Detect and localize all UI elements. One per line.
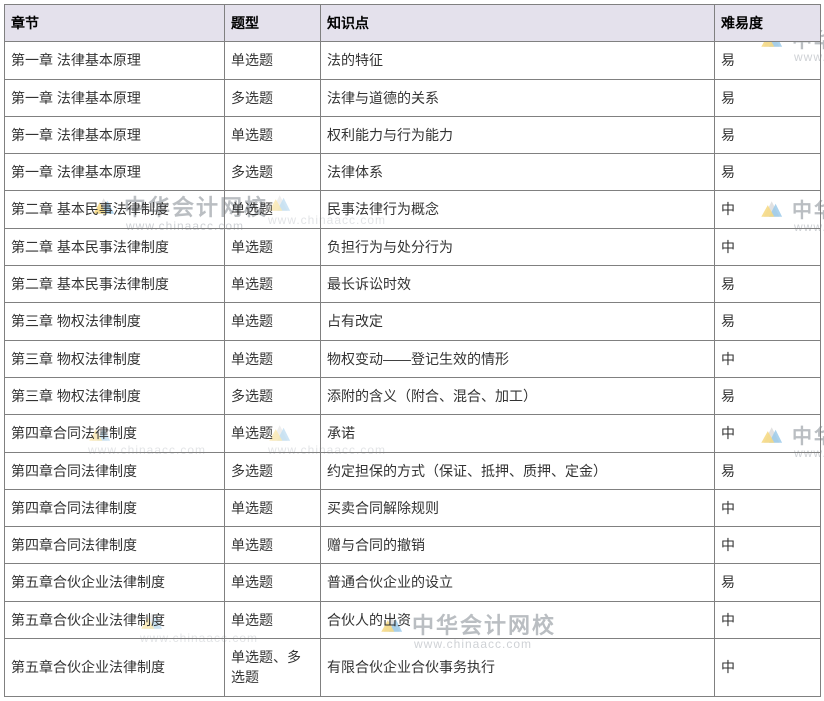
cell-difficulty: 易 [715, 564, 821, 601]
content-table: 章节 题型 知识点 难易度 第一章 法律基本原理单选题法的特征易第一章 法律基本… [4, 4, 821, 697]
cell-chapter: 第五章合伙企业法律制度 [5, 564, 225, 601]
table-row: 第四章合同法律制度多选题约定担保的方式（保证、抵押、质押、定金）易 [5, 452, 821, 489]
cell-difficulty: 中 [715, 228, 821, 265]
col-header-chapter: 章节 [5, 5, 225, 42]
cell-knowledge: 占有改定 [321, 303, 715, 340]
cell-knowledge: 合伙人的出资 [321, 601, 715, 638]
cell-chapter: 第四章合同法律制度 [5, 415, 225, 452]
cell-knowledge: 权利能力与行为能力 [321, 116, 715, 153]
cell-knowledge: 法的特征 [321, 42, 715, 79]
cell-qtype: 多选题 [225, 154, 321, 191]
cell-difficulty: 中 [715, 340, 821, 377]
cell-difficulty: 易 [715, 116, 821, 153]
cell-difficulty: 易 [715, 266, 821, 303]
cell-knowledge: 约定担保的方式（保证、抵押、质押、定金） [321, 452, 715, 489]
cell-qtype: 单选题、多选题 [225, 639, 321, 697]
cell-difficulty: 中 [715, 191, 821, 228]
cell-qtype: 单选题 [225, 191, 321, 228]
cell-difficulty: 易 [715, 42, 821, 79]
cell-knowledge: 最长诉讼时效 [321, 266, 715, 303]
cell-chapter: 第二章 基本民事法律制度 [5, 191, 225, 228]
col-header-difficulty: 难易度 [715, 5, 821, 42]
table-row: 第二章 基本民事法律制度单选题民事法律行为概念中 [5, 191, 821, 228]
cell-qtype: 单选题 [225, 489, 321, 526]
cell-qtype: 多选题 [225, 452, 321, 489]
cell-qtype: 单选题 [225, 303, 321, 340]
table-row: 第四章合同法律制度单选题赠与合同的撤销中 [5, 527, 821, 564]
cell-chapter: 第二章 基本民事法律制度 [5, 228, 225, 265]
cell-qtype: 单选题 [225, 601, 321, 638]
cell-qtype: 单选题 [225, 228, 321, 265]
cell-qtype: 单选题 [225, 42, 321, 79]
table-row: 第五章合伙企业法律制度单选题、多选题有限合伙企业合伙事务执行中 [5, 639, 821, 697]
cell-chapter: 第四章合同法律制度 [5, 452, 225, 489]
cell-knowledge: 赠与合同的撤销 [321, 527, 715, 564]
table-row: 第一章 法律基本原理单选题权利能力与行为能力易 [5, 116, 821, 153]
cell-knowledge: 添附的含义（附合、混合、加工） [321, 377, 715, 414]
cell-qtype: 多选题 [225, 79, 321, 116]
cell-chapter: 第四章合同法律制度 [5, 489, 225, 526]
cell-knowledge: 法律体系 [321, 154, 715, 191]
cell-chapter: 第二章 基本民事法律制度 [5, 266, 225, 303]
table-container: 中华会计网校www.chinaacc.com中华会计网校www.chinaacc… [0, 0, 824, 701]
cell-chapter: 第一章 法律基本原理 [5, 42, 225, 79]
cell-knowledge: 负担行为与处分行为 [321, 228, 715, 265]
cell-knowledge: 承诺 [321, 415, 715, 452]
cell-chapter: 第三章 物权法律制度 [5, 340, 225, 377]
cell-knowledge: 物权变动——登记生效的情形 [321, 340, 715, 377]
cell-chapter: 第五章合伙企业法律制度 [5, 601, 225, 638]
cell-chapter: 第一章 法律基本原理 [5, 116, 225, 153]
cell-difficulty: 易 [715, 452, 821, 489]
cell-difficulty: 易 [715, 154, 821, 191]
cell-difficulty: 中 [715, 415, 821, 452]
cell-difficulty: 中 [715, 639, 821, 697]
cell-qtype: 多选题 [225, 377, 321, 414]
cell-knowledge: 法律与道德的关系 [321, 79, 715, 116]
table-row: 第一章 法律基本原理多选题法律体系易 [5, 154, 821, 191]
cell-knowledge: 普通合伙企业的设立 [321, 564, 715, 601]
cell-qtype: 单选题 [225, 116, 321, 153]
table-row: 第三章 物权法律制度单选题物权变动——登记生效的情形中 [5, 340, 821, 377]
cell-chapter: 第四章合同法律制度 [5, 527, 225, 564]
cell-chapter: 第三章 物权法律制度 [5, 303, 225, 340]
table-row: 第二章 基本民事法律制度单选题负担行为与处分行为中 [5, 228, 821, 265]
table-row: 第三章 物权法律制度多选题添附的含义（附合、混合、加工）易 [5, 377, 821, 414]
cell-qtype: 单选题 [225, 564, 321, 601]
table-row: 第二章 基本民事法律制度单选题最长诉讼时效易 [5, 266, 821, 303]
cell-difficulty: 易 [715, 377, 821, 414]
cell-chapter: 第五章合伙企业法律制度 [5, 639, 225, 697]
table-row: 第四章合同法律制度单选题承诺中 [5, 415, 821, 452]
cell-difficulty: 中 [715, 527, 821, 564]
table-row: 第一章 法律基本原理多选题法律与道德的关系易 [5, 79, 821, 116]
cell-difficulty: 中 [715, 601, 821, 638]
cell-difficulty: 中 [715, 489, 821, 526]
cell-knowledge: 买卖合同解除规则 [321, 489, 715, 526]
cell-chapter: 第一章 法律基本原理 [5, 79, 225, 116]
table-body: 第一章 法律基本原理单选题法的特征易第一章 法律基本原理多选题法律与道德的关系易… [5, 42, 821, 696]
table-row: 第一章 法律基本原理单选题法的特征易 [5, 42, 821, 79]
table-row: 第三章 物权法律制度单选题占有改定易 [5, 303, 821, 340]
col-header-qtype: 题型 [225, 5, 321, 42]
col-header-knowledge: 知识点 [321, 5, 715, 42]
cell-knowledge: 民事法律行为概念 [321, 191, 715, 228]
cell-knowledge: 有限合伙企业合伙事务执行 [321, 639, 715, 697]
cell-qtype: 单选题 [225, 340, 321, 377]
cell-chapter: 第三章 物权法律制度 [5, 377, 225, 414]
table-row: 第五章合伙企业法律制度单选题合伙人的出资中 [5, 601, 821, 638]
table-row: 第五章合伙企业法律制度单选题普通合伙企业的设立易 [5, 564, 821, 601]
cell-qtype: 单选题 [225, 266, 321, 303]
table-row: 第四章合同法律制度单选题买卖合同解除规则中 [5, 489, 821, 526]
cell-qtype: 单选题 [225, 527, 321, 564]
table-header-row: 章节 题型 知识点 难易度 [5, 5, 821, 42]
cell-chapter: 第一章 法律基本原理 [5, 154, 225, 191]
cell-difficulty: 易 [715, 79, 821, 116]
cell-qtype: 单选题 [225, 415, 321, 452]
cell-difficulty: 易 [715, 303, 821, 340]
